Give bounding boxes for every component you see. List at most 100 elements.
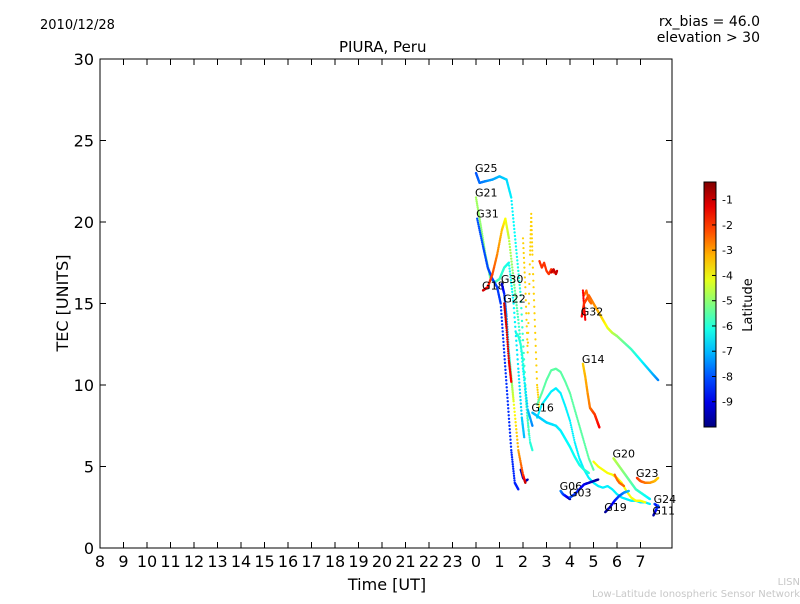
tec-series-point [517,488,520,491]
tec-series-point [512,224,516,227]
tec-data-point [532,292,535,295]
tec-series-point [521,332,524,335]
tec-series-point [525,399,528,402]
tec-series-point [512,467,515,471]
tec-series-point [512,398,515,401]
tec-series-point [511,206,514,210]
tec-series-point [516,312,519,316]
x-tick-label: 17 [301,552,321,571]
tec-series-point [513,227,516,231]
tec-series-point [506,347,510,351]
tec-series-point [516,438,519,441]
y-tick-label: 20 [74,213,94,232]
tec-data-point [531,449,534,452]
tec-series-point [512,306,516,310]
tec-data-point [530,216,533,220]
tec-series-point [510,281,513,285]
tec-series-point [520,319,524,323]
tec-data-point [522,251,525,255]
tec-series-point [527,429,530,432]
tec-data-point [534,351,538,354]
tec-series-point [524,387,527,391]
tec-series-point [508,264,511,267]
tec-series-point [501,337,505,340]
tec-series-point [509,248,512,252]
tec-data-point [531,245,534,248]
tec-series-point [510,260,513,263]
tec-series-point [512,277,515,281]
tec-data-point [555,269,559,272]
tec-data-point [528,273,531,276]
tec-series-point [475,217,479,220]
x-tick-label: 3 [541,552,551,571]
colorbar-tick-label: -9 [722,396,733,409]
tec-series-point [475,198,478,201]
tec-series-point [506,336,509,339]
tec-series-point [504,368,507,372]
tec-series-point [503,351,506,354]
series-label: G18 [482,279,505,292]
tec-series-point [510,451,513,454]
series-label: G03 [569,486,592,499]
tec-data-point [528,438,531,442]
tec-series-point [518,332,521,335]
x-tick-label: 18 [325,552,345,571]
tec-series-point [513,414,517,417]
tec-data-point [569,423,573,427]
tec-series-point [513,316,516,319]
tec-series-point [656,504,660,507]
tec-data-point [536,386,539,389]
x-tick-label: 14 [231,552,251,571]
series-label: G14 [582,353,605,366]
tec-series-point [517,273,520,276]
tec-series-point [515,344,518,347]
tec-series-point [520,409,523,412]
tec-series-point [512,403,516,406]
tec-series-point [517,276,521,280]
tec-data-point [527,331,530,334]
tec-data-point [524,305,528,308]
tec-series-point [503,305,506,309]
tec-series-point [515,255,519,259]
colorbar-tick-label: -4 [722,269,733,282]
tec-series-point [515,435,519,438]
tec-data-point [582,294,585,297]
tec-series-point [511,391,514,394]
tec-series-point [503,307,506,310]
tec-data-point [531,249,534,252]
tec-series-point [517,370,520,374]
tec-series-point [504,365,507,368]
tec-series-point [510,384,514,387]
tec-series-point [479,226,483,229]
tec-series-point [516,353,519,356]
tec-series-point [516,266,520,269]
tec-series-point [524,481,527,484]
tec-data-point [573,438,576,442]
tec-data-point [530,237,534,240]
tec-data-point [535,357,538,361]
tec-series-point [587,471,590,475]
tec-data-point [569,421,572,425]
tec-series-point [501,330,504,333]
tec-data-point [522,246,525,250]
x-tick-label: 9 [118,552,128,571]
tec-series-point [505,326,508,330]
x-tick-label: 20 [372,552,392,571]
tec-series-point [511,290,514,294]
tec-data-point [530,212,533,215]
tec-series-point [510,455,514,459]
tec-series-point [507,357,510,360]
tec-series-point [515,304,518,307]
tec-series-point [518,336,522,339]
tec-data-point [530,233,533,236]
tec-data-point [528,253,532,256]
tec-data-point [533,312,536,315]
tec-series-point [507,350,510,353]
tec-series-point [515,348,519,352]
tec-series-point [506,396,509,400]
tec-data-point [531,253,534,256]
x-tick-label: 2 [518,552,528,571]
x-tick-label: 22 [419,552,439,571]
tec-series-point [518,280,521,283]
